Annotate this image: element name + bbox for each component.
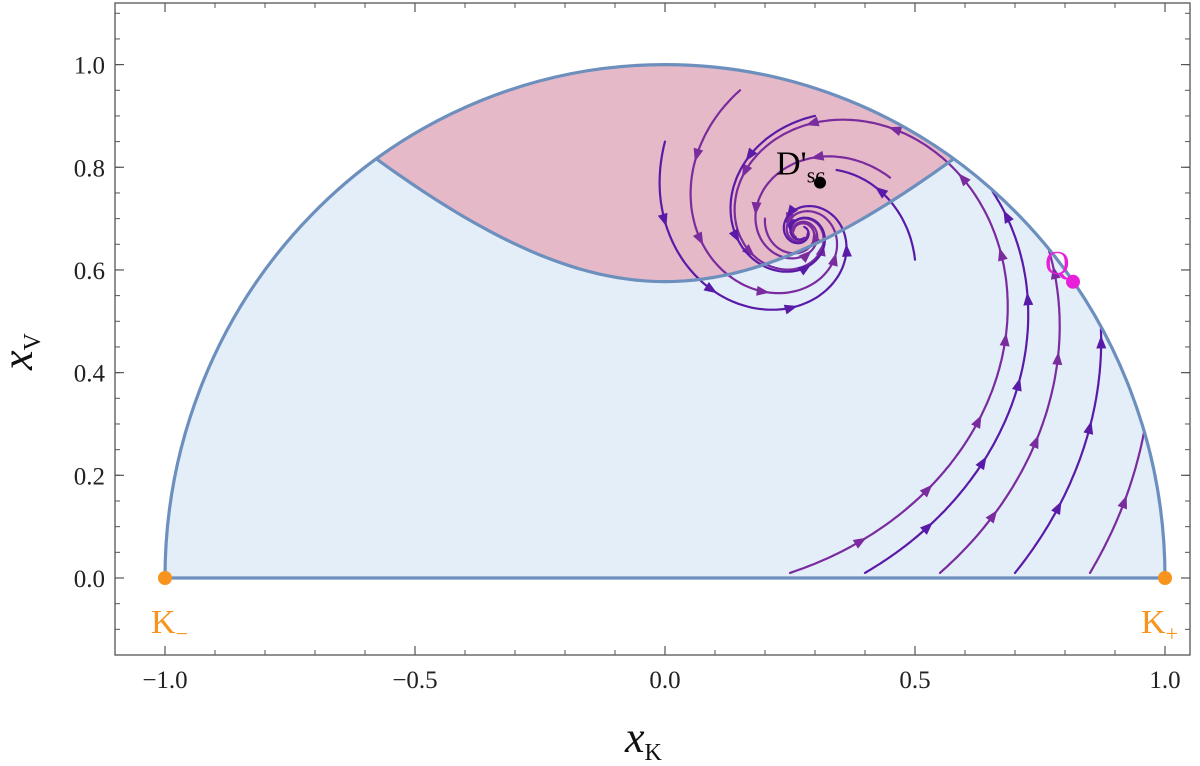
stream-arrow [998, 247, 1008, 262]
plot-border [114, 2, 1191, 656]
point-label-main: K [1141, 604, 1166, 641]
stream-arrow [703, 282, 718, 294]
separatrix-curve [375, 157, 955, 284]
stream-arrow [828, 252, 838, 267]
stream-arrow [798, 250, 812, 263]
stream-arrow [1029, 435, 1039, 450]
point-q [1066, 274, 1080, 289]
stream-arrow [692, 231, 704, 246]
point-d-sc [814, 176, 826, 189]
y-tick-label: 1.0 [74, 53, 105, 80]
stream-arrow [756, 285, 770, 296]
stream-arrow [1117, 495, 1127, 510]
stream-arrow [958, 173, 971, 187]
y-axis-title-sub: V [20, 332, 46, 350]
x-axis-title-main: x [624, 713, 645, 762]
stream-arrow [742, 163, 753, 178]
streamline [729, 114, 826, 273]
point-label-d-sc: D'sc [776, 146, 825, 188]
x-tick-label: 1.0 [1149, 667, 1180, 694]
x-tick-label: 0.0 [649, 667, 680, 694]
stream-arrow [985, 510, 998, 524]
x-tick-label: −1.0 [142, 667, 187, 694]
x-tick-label: 0.5 [899, 667, 930, 694]
point-label-main: K [151, 604, 176, 641]
y-axis-title: xV [0, 332, 46, 371]
y-axis-title-main: x [0, 350, 42, 371]
axis-ticks [114, 3, 1190, 656]
axis-tick-labels: −1.0 −0.5 0.0 0.5 1.0 0.0 0.2 0.4 0.6 0.8 1.0 [74, 53, 1181, 694]
streamline [938, 250, 1061, 574]
stream-arrow [999, 333, 1010, 347]
stream-arrow [919, 484, 933, 498]
stream-arrow [657, 212, 668, 227]
stream-arrow [783, 304, 798, 315]
y-tick-label: 0.8 [74, 155, 105, 182]
stream-arrow [1011, 377, 1022, 392]
stream-arrow [852, 537, 867, 549]
point-label-main: D' [776, 146, 807, 183]
stream-arrow [728, 228, 740, 243]
stream-arrow [797, 264, 812, 276]
x-axis-title: xK [624, 713, 663, 766]
plot-area [165, 64, 1165, 578]
y-tick-label: 0.6 [74, 258, 105, 285]
stream-arrow [1083, 420, 1094, 435]
stream-arrow [1051, 501, 1062, 516]
stream-arrow [975, 456, 987, 471]
point-label-main: Q [1045, 245, 1070, 282]
stream-arrow [786, 204, 798, 219]
x-axis-title-sub: K [645, 740, 663, 766]
stream-arrow [1050, 266, 1061, 280]
unit-half-disk-region [165, 64, 1165, 578]
stream-arrow [1096, 335, 1107, 349]
y-tick-label: 0.0 [74, 566, 105, 593]
point-k-plus [1158, 570, 1172, 585]
point-label-q: Q [1045, 245, 1070, 282]
stream-arrow [1023, 292, 1034, 306]
stream-arrow [693, 147, 704, 162]
stream-arrow [810, 150, 825, 161]
stream-arrow [920, 522, 933, 535]
stream-arrow [971, 415, 982, 429]
point-label-k-plus: K+ [1141, 604, 1178, 646]
stream-arrow [888, 126, 903, 137]
point-label-k-minus: K− [151, 604, 188, 646]
stream-arrow [1052, 351, 1063, 366]
fixed-points: K− K+QD'sc [151, 146, 1178, 646]
stream-arrow [1003, 210, 1014, 224]
stream-arrow [805, 116, 820, 127]
point-k-minus [158, 570, 172, 585]
point-label-sub: sc [807, 163, 826, 188]
plot-frame [114, 2, 1191, 656]
streamline [1013, 328, 1103, 574]
y-tick-label: 0.4 [74, 361, 106, 388]
stream-arrow [741, 244, 755, 257]
stream-arrow [841, 243, 852, 257]
stream-arrow [751, 201, 762, 216]
x-tick-label: −0.5 [392, 667, 437, 694]
y-tick-label: 0.2 [74, 463, 105, 490]
stream-arrow [745, 147, 758, 162]
point-label-sub: − [176, 621, 188, 646]
shaded-region [376, 64, 954, 282]
point-label-sub: + [1166, 621, 1178, 646]
stream-arrow [874, 186, 889, 199]
unit-circle-boundary [163, 63, 1167, 578]
